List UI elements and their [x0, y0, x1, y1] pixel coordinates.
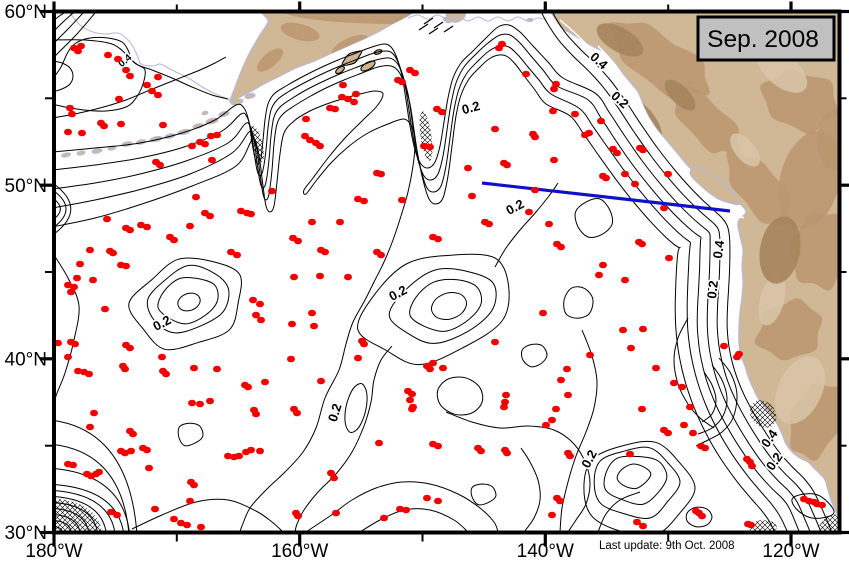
svg-text:50°N: 50°N	[5, 176, 47, 197]
svg-text:0.4: 0.4	[710, 239, 727, 260]
svg-text:120°W: 120°W	[762, 541, 819, 562]
svg-text:Sep. 2008: Sep. 2008	[707, 26, 819, 53]
svg-text:60°N: 60°N	[5, 2, 47, 23]
svg-text:140°W: 140°W	[517, 541, 574, 562]
svg-text:160°W: 160°W	[271, 541, 328, 562]
svg-text:30°N: 30°N	[5, 523, 47, 544]
svg-text:40°N: 40°N	[5, 350, 47, 371]
svg-text:Last update: 9th Oct. 2008: Last update: 9th Oct. 2008	[599, 540, 735, 552]
svg-text:0.2: 0.2	[704, 280, 721, 300]
svg-text:0.2: 0.2	[460, 98, 481, 117]
svg-text:180°W: 180°W	[25, 541, 82, 562]
